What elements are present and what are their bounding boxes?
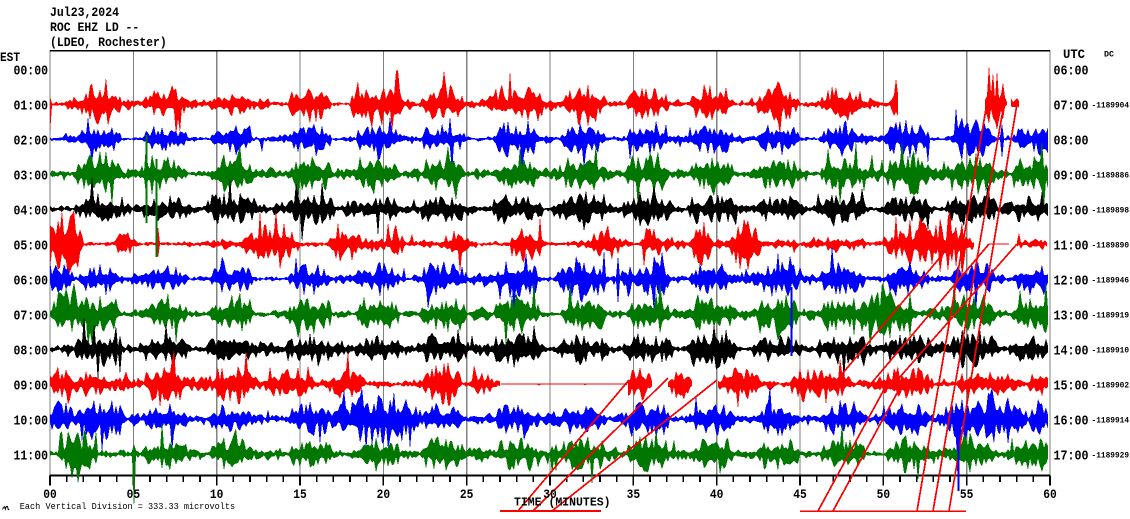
svg-text:00:00: 00:00 (14, 63, 49, 79)
svg-text:03:00: 03:00 (14, 168, 49, 184)
svg-text:15:00: 15:00 (1054, 378, 1089, 394)
svg-text:04:00: 04:00 (14, 203, 49, 219)
svg-text:ROC EHZ LD --: ROC EHZ LD -- (50, 20, 139, 35)
svg-text:01:00: 01:00 (14, 98, 49, 114)
svg-text:06:00: 06:00 (14, 273, 49, 289)
svg-text:11:00: 11:00 (14, 448, 49, 464)
svg-text:00: 00 (43, 488, 57, 502)
svg-text:40: 40 (710, 488, 724, 502)
svg-text:-1189946: -1189946 (1092, 276, 1130, 285)
svg-text:55: 55 (960, 488, 974, 502)
svg-text:10: 10 (210, 488, 224, 502)
svg-text:-1189902: -1189902 (1092, 381, 1130, 390)
svg-text:UTC: UTC (1063, 47, 1085, 62)
svg-text:16:00: 16:00 (1054, 413, 1089, 429)
svg-text:-1189929: -1189929 (1092, 451, 1130, 460)
svg-text:07:00: 07:00 (1054, 98, 1089, 114)
svg-text:25: 25 (460, 488, 474, 502)
svg-text:35: 35 (627, 488, 641, 502)
svg-text:EST: EST (0, 50, 20, 65)
svg-text:10:00: 10:00 (1054, 203, 1089, 219)
svg-text:50: 50 (877, 488, 891, 502)
svg-text:14:00: 14:00 (1054, 343, 1089, 359)
svg-text:60: 60 (1043, 488, 1057, 502)
svg-text:02:00: 02:00 (14, 133, 49, 149)
svg-text:DC: DC (1104, 51, 1114, 60)
svg-text:09:00: 09:00 (14, 378, 49, 394)
svg-text:TIME (MINUTES): TIME (MINUTES) (514, 497, 611, 510)
svg-text:-1189914: -1189914 (1092, 416, 1130, 425)
svg-text:05:00: 05:00 (14, 238, 49, 254)
svg-text:30: 30 (543, 488, 557, 502)
svg-text:-1189886: -1189886 (1092, 171, 1130, 180)
svg-text:-1189919: -1189919 (1092, 311, 1130, 320)
svg-text:-1189910: -1189910 (1092, 346, 1130, 355)
svg-text:05: 05 (127, 488, 141, 502)
svg-text:17:00: 17:00 (1054, 448, 1089, 464)
svg-text:11:00: 11:00 (1054, 238, 1089, 254)
svg-text:10:00: 10:00 (14, 413, 49, 429)
svg-text:13:00: 13:00 (1054, 308, 1089, 324)
svg-text:20: 20 (377, 488, 391, 502)
svg-text:07:00: 07:00 (14, 308, 49, 324)
svg-text:15: 15 (293, 488, 307, 502)
svg-text:(LDEO, Rochester): (LDEO, Rochester) (50, 35, 167, 50)
svg-text:Each Vertical Division = 333: Each Vertical Division = 333.33 microvol… (20, 501, 235, 512)
svg-text:-1189904: -1189904 (1092, 101, 1130, 110)
svg-text:12:00: 12:00 (1054, 273, 1089, 289)
svg-text:08:00: 08:00 (14, 343, 49, 359)
svg-text:-1189890: -1189890 (1092, 241, 1130, 250)
svg-text:09:00: 09:00 (1054, 168, 1089, 184)
svg-text:45: 45 (793, 488, 807, 502)
svg-text:Jul23,2024: Jul23,2024 (50, 5, 119, 20)
svg-text:06:00: 06:00 (1054, 63, 1089, 79)
svg-text:08:00: 08:00 (1054, 133, 1089, 149)
svg-text:-1189898: -1189898 (1092, 206, 1130, 215)
